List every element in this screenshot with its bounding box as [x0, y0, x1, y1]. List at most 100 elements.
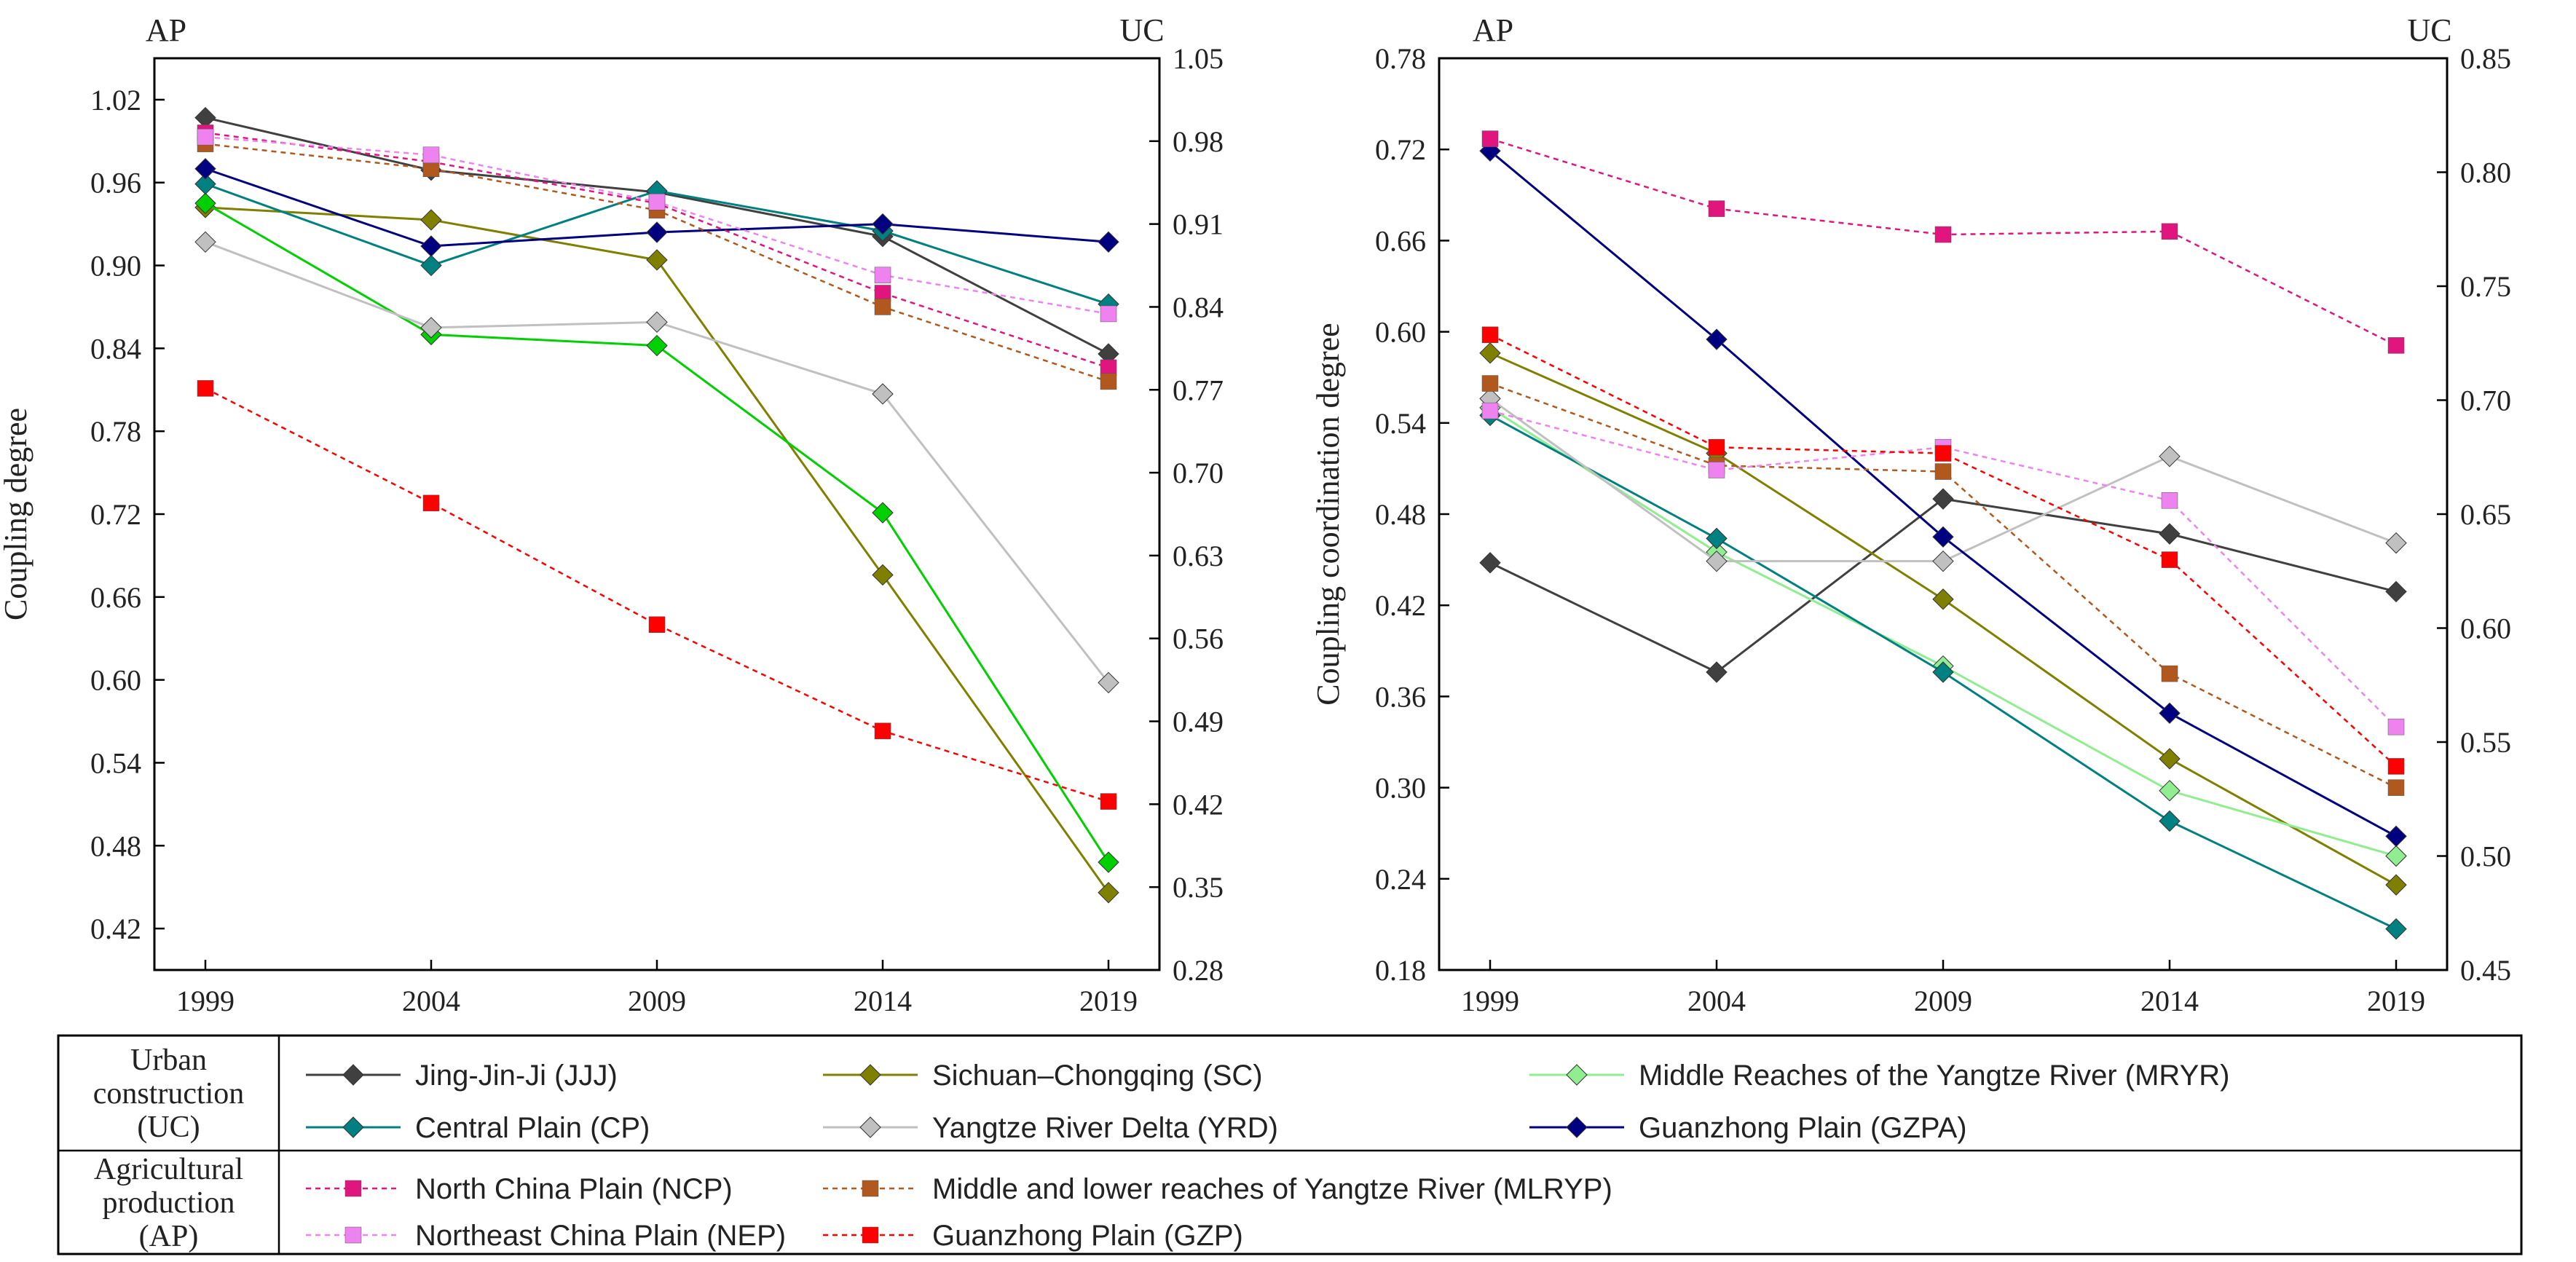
legend-marker-yrd	[859, 1116, 881, 1138]
data-point-cp	[2385, 918, 2407, 940]
data-point-gzp	[1708, 438, 1725, 456]
x-tick-label: 2009	[628, 985, 686, 1017]
legend-label-gzp: Guanzhong Plain (GZP)	[932, 1220, 1243, 1252]
data-point-gzp	[422, 494, 440, 512]
legend-label-gzpa: Guanzhong Plain (GZPA)	[1639, 1112, 1967, 1144]
y-right-tick-label: 0.98	[1173, 125, 1224, 158]
data-point-gzpa	[2159, 702, 2181, 725]
y-right-tick-label: 0.45	[2460, 954, 2511, 987]
data-point-mryr	[2159, 780, 2181, 802]
data-point-jjj	[1479, 552, 1501, 574]
y-right-tick-label: 1.05	[1173, 42, 1224, 75]
x-tick-label: 2014	[854, 985, 912, 1017]
legend-label-mlryp: Middle and lower reaches of Yangtze Rive…	[932, 1173, 1612, 1205]
data-point-ncp	[1100, 359, 1117, 376]
legend-marker-nep	[344, 1226, 362, 1244]
data-point-ncp	[1481, 130, 1499, 147]
data-point-cp	[2159, 810, 2181, 832]
data-point-green_uc	[872, 502, 894, 524]
data-point-mlryp	[1100, 373, 1117, 390]
y-right-tick-label: 0.70	[1173, 457, 1224, 489]
data-point-nep	[2161, 492, 2178, 509]
data-point-sc	[1098, 882, 1119, 904]
data-point-gzp	[1481, 326, 1499, 344]
y-left-tick-label: 0.54	[90, 746, 141, 779]
data-point-mlryp	[2161, 665, 2178, 682]
y-left-tick-label: 0.42	[1375, 589, 1426, 622]
y-right-tick-label: 0.56	[1173, 623, 1224, 655]
data-point-jjj	[1706, 661, 1728, 683]
x-tick-label: 2014	[2140, 985, 2199, 1017]
data-point-gzp	[874, 722, 891, 740]
data-point-yrd	[646, 311, 668, 334]
data-point-cp	[1932, 661, 1954, 683]
y-right-tick-label: 0.65	[2460, 498, 2511, 531]
data-point-nep	[874, 267, 891, 284]
data-point-yrd	[194, 231, 216, 253]
data-point-mlryp	[874, 299, 891, 315]
y-left-tick-label: 0.54	[1375, 407, 1426, 440]
series-line-nep	[1489, 409, 2397, 728]
y-right-tick-label: 0.85	[2460, 42, 2511, 75]
data-point-gzp	[1100, 793, 1117, 810]
data-point-sc	[2159, 748, 2181, 770]
data-point-sc	[420, 209, 442, 231]
y-left-tick-label: 0.78	[1375, 42, 1426, 75]
y-left-tick-label: 0.84	[90, 332, 141, 365]
y-axis-label: Coupling degree	[0, 408, 34, 620]
x-tick-label: 1999	[1461, 985, 1519, 1017]
data-point-gzpa	[420, 235, 442, 257]
legend-group-uc: (UC)	[137, 1111, 200, 1144]
legend-marker-jjj	[342, 1064, 364, 1086]
y-axis-label: Coupling coordination degree	[1310, 323, 1346, 705]
data-point-nep	[197, 128, 214, 146]
y-left-tick-label: 0.36	[1375, 680, 1426, 713]
legend-marker-ncp	[344, 1180, 362, 1197]
legend-marker-gzpa	[1566, 1116, 1588, 1138]
y-left-tick-label: 0.72	[1375, 133, 1426, 166]
y-left-tick-label: 0.48	[1375, 498, 1426, 531]
legend-marker-gzp	[862, 1226, 879, 1244]
y-right-tick-label: 0.42	[1173, 788, 1224, 821]
data-point-gzpa	[1706, 328, 1728, 350]
right-axis-title: UC	[1119, 12, 1164, 48]
y-right-tick-label: 0.50	[2460, 840, 2511, 873]
y-left-tick-label: 0.96	[90, 167, 141, 200]
y-right-tick-label: 0.49	[1173, 706, 1224, 738]
y-left-tick-label: 0.60	[90, 664, 141, 697]
data-point-nep	[422, 146, 440, 164]
data-point-gzpa	[2385, 825, 2407, 848]
y-left-tick-label: 0.42	[90, 912, 141, 945]
data-point-yrd	[2385, 532, 2407, 554]
legend-group-ap: (AP)	[139, 1220, 199, 1253]
series-line-jjj	[1489, 497, 2397, 674]
y-right-tick-label: 0.55	[2460, 726, 2511, 759]
legend-group-ap: production	[103, 1186, 235, 1220]
data-point-yrd	[1932, 550, 1954, 572]
data-point-cp	[1706, 527, 1728, 550]
series-line-gzp	[205, 387, 1109, 802]
data-point-nep	[2387, 718, 2405, 735]
data-point-yrd	[1706, 550, 1728, 572]
data-point-gzp	[648, 616, 666, 634]
data-point-mlryp	[422, 160, 440, 178]
data-point-gzpa	[1098, 231, 1119, 253]
data-point-gzp	[2161, 551, 2178, 568]
data-point-gzp	[1934, 445, 1952, 462]
data-point-sc	[872, 564, 894, 586]
data-point-gzpa	[646, 221, 668, 243]
y-right-tick-label: 0.75	[2460, 270, 2511, 303]
data-point-jjj	[2159, 523, 2181, 545]
data-point-nep	[1481, 402, 1499, 419]
legend-marker-mlryp	[862, 1180, 879, 1197]
plot-frame	[1438, 57, 2449, 971]
x-tick-label: 2004	[1687, 985, 1746, 1017]
y-left-tick-label: 0.66	[1375, 224, 1426, 257]
legend-label-cp: Central Plain (CP)	[415, 1112, 650, 1144]
y-right-tick-label: 0.28	[1173, 954, 1224, 987]
y-right-tick-label: 0.63	[1173, 540, 1224, 572]
x-tick-label: 2019	[1079, 985, 1138, 1017]
legend-label-sc: Sichuan–Chongqing (SC)	[932, 1060, 1263, 1092]
